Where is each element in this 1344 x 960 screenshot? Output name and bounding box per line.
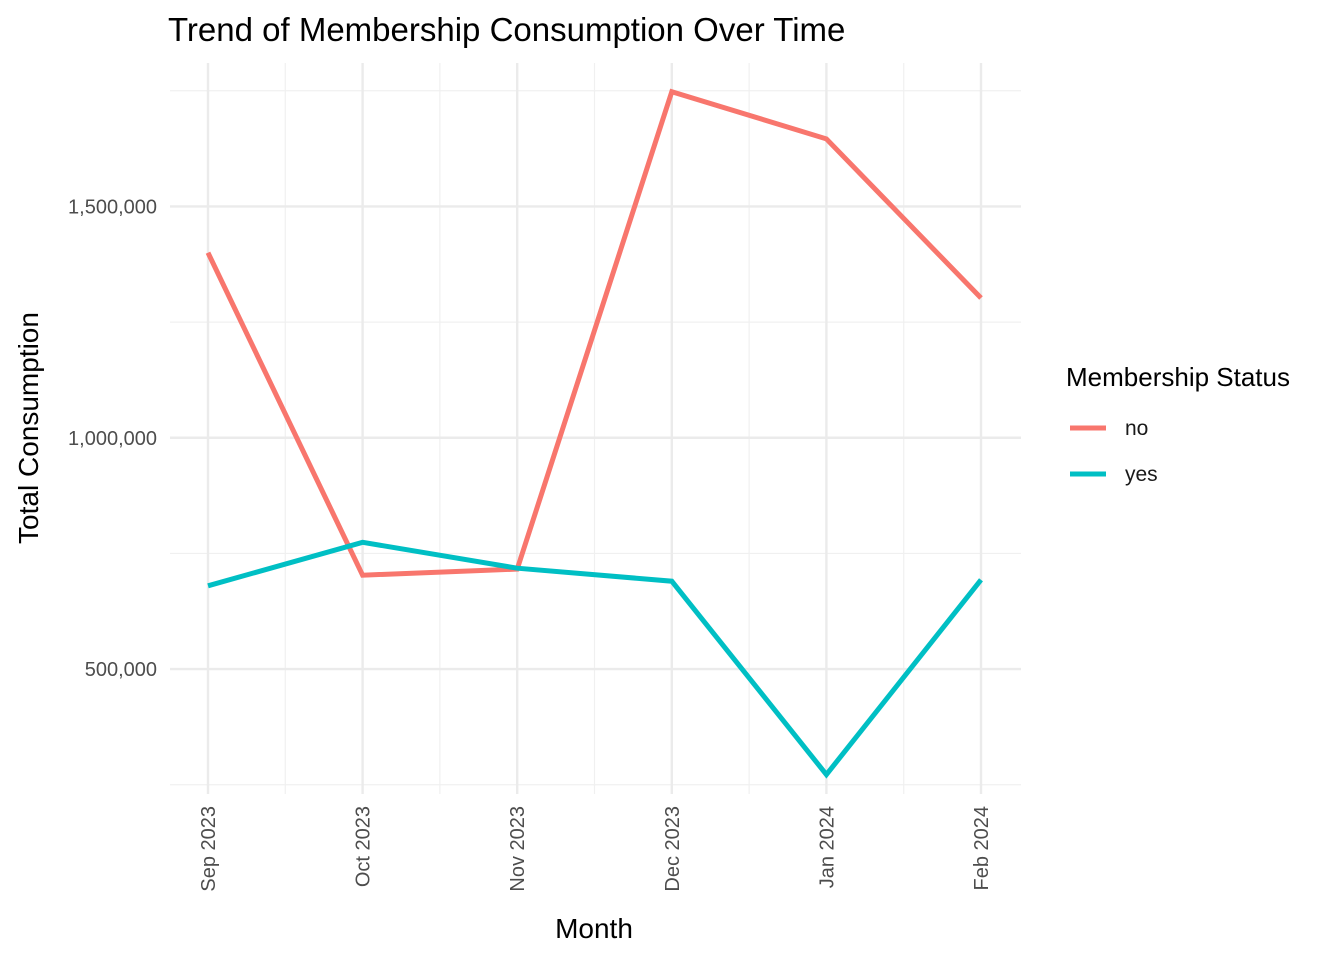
x-tick-label: Feb 2024 — [971, 806, 993, 891]
x-tick-label: Jan 2024 — [816, 806, 838, 888]
y-tick-label: 1,000,000 — [68, 428, 157, 450]
grid — [170, 63, 1021, 794]
x-tick-label: Oct 2023 — [353, 806, 375, 887]
legend: Membership Status no yes — [1066, 362, 1290, 486]
x-tick-label: Sep 2023 — [198, 806, 220, 892]
y-axis-title: Total Consumption — [13, 312, 44, 544]
x-axis-title: Month — [555, 913, 633, 944]
y-tick-label: 1,500,000 — [68, 196, 157, 218]
chart-title: Trend of Membership Consumption Over Tim… — [168, 11, 845, 48]
x-tick-labels: Sep 2023 Oct 2023 Nov 2023 Dec 2023 Jan 2024… — [198, 806, 993, 892]
legend-label-no: no — [1125, 417, 1148, 440]
legend-title: Membership Status — [1066, 362, 1290, 392]
x-tick-label: Dec 2023 — [662, 806, 684, 892]
x-tick-label: Nov 2023 — [507, 806, 529, 892]
series-line-yes — [207, 539, 983, 779]
y-tick-labels: 500,000 1,000,000 1,500,000 — [68, 196, 157, 681]
legend-label-yes: yes — [1125, 463, 1158, 486]
y-tick-label: 500,000 — [85, 659, 157, 681]
series-line-no — [205, 88, 983, 578]
series-lines — [205, 88, 983, 779]
